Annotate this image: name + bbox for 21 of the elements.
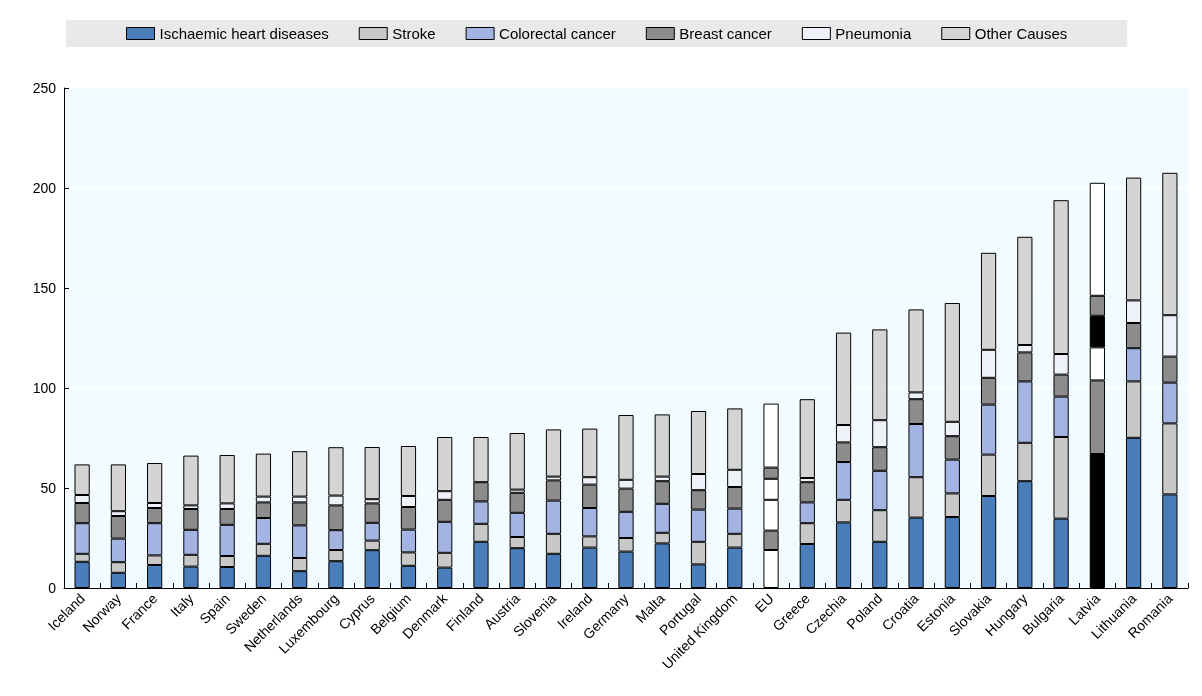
y-tick-label: 150: [32, 280, 57, 296]
legend-label: Breast cancer: [679, 25, 772, 42]
legend-label: Colorectal cancer: [499, 25, 616, 42]
y-tick-label: 0: [48, 580, 57, 596]
legend-label: Stroke: [392, 25, 436, 42]
legend-label: Other Causes: [974, 25, 1068, 42]
bar: [654, 414, 670, 477]
legend-label: Pneumonia: [835, 25, 912, 42]
bar: [183, 455, 199, 506]
bar: [799, 399, 815, 478]
bar: [364, 447, 380, 500]
y-tick-label: 50: [40, 480, 57, 496]
legend-label: Ischaemic heart diseases: [159, 25, 329, 42]
bar: [110, 464, 126, 512]
y-tick-label: 100: [32, 380, 57, 396]
y-tick-label: 200: [32, 180, 57, 196]
x-tick-label: Italy: [167, 590, 197, 620]
bar: [509, 433, 525, 490]
x-tick-label: EU: [751, 590, 777, 616]
bar: [545, 429, 562, 477]
y-tick-label: 250: [32, 80, 57, 96]
